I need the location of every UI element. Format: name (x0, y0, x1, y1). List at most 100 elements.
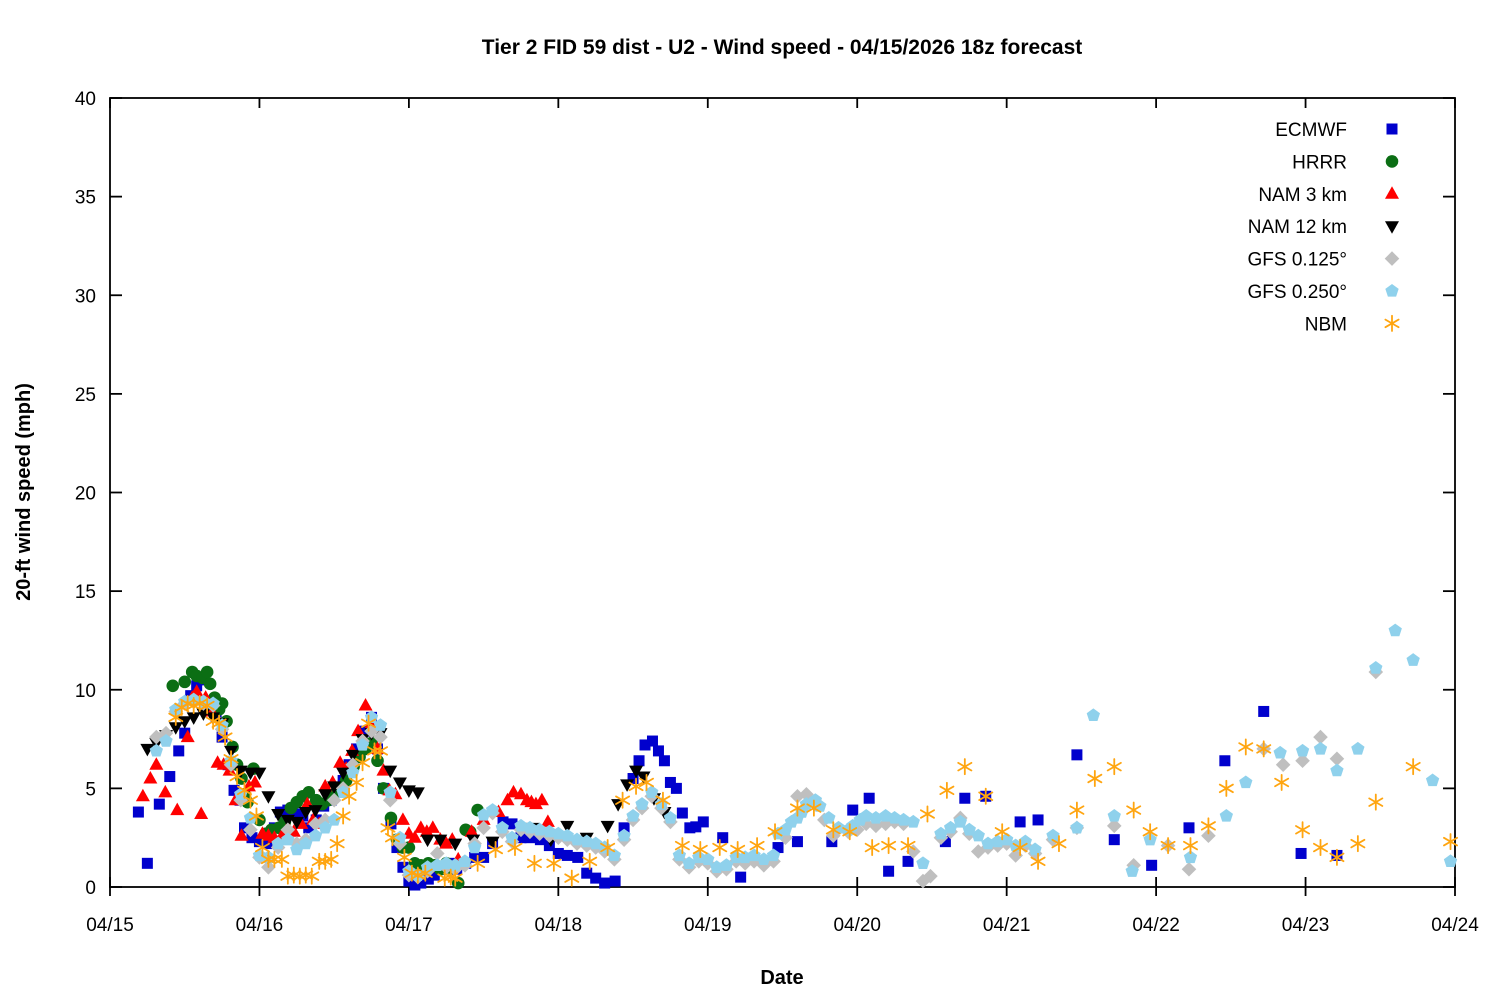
nam-12-km-point (383, 765, 398, 779)
nbm-point (1012, 839, 1028, 857)
gfs-0-125-marker-icon (1384, 251, 1400, 266)
ecmwf-point (478, 851, 490, 863)
nam-12-km-marker-icon (1385, 221, 1399, 234)
ecmwf-point (179, 727, 191, 739)
gfs-0-125-point (778, 830, 793, 845)
gfs-0-250-point (962, 822, 976, 836)
nbm-point (1218, 779, 1234, 797)
ecmwf-point (469, 851, 481, 863)
ecmwf-point (246, 832, 258, 844)
legend-entry-nam-12-km: NAM 12 km (1248, 217, 1399, 238)
nam-3-km-point (528, 796, 543, 810)
gfs-0-125-point (149, 729, 164, 745)
gfs-0-125-point (373, 729, 388, 745)
gfs-0-250-point (822, 810, 836, 824)
hrrr-point (371, 754, 384, 768)
nam-3-km-point (170, 802, 185, 816)
gfs-0-250-point (1388, 623, 1402, 637)
gfs-0-250-point (916, 856, 930, 869)
gfs-0-250-point (1443, 854, 1458, 868)
ecmwf-point (652, 745, 664, 757)
gfs-0-125-point (923, 868, 938, 884)
nam-3-km-point (407, 830, 422, 843)
series-nbm (168, 695, 1458, 887)
gfs-0-125-point (280, 822, 296, 838)
nbm-point (582, 852, 598, 870)
gfs-0-250-point (355, 737, 370, 751)
nbm-point (1274, 773, 1290, 791)
nam-12-km-point (177, 716, 192, 729)
nbm-point (311, 852, 327, 870)
nbm-point (1200, 817, 1216, 835)
nbm-point (1069, 801, 1085, 819)
y-tick-label: 5 (85, 779, 96, 800)
nbm-point (260, 850, 276, 868)
gfs-0-250-point (1028, 842, 1042, 856)
nam-12-km-point (140, 743, 155, 757)
ecmwf-point (664, 776, 676, 788)
gfs-0-250-point (1295, 743, 1310, 757)
gfs-0-250-point (663, 810, 678, 824)
x-tick-label: 04/21 (983, 915, 1031, 936)
gfs-0-125-point (1295, 753, 1310, 769)
ecmwf-point (239, 822, 250, 834)
gfs-0-125-point (1329, 751, 1345, 767)
gfs-0-125-point (1313, 729, 1328, 745)
nam-12-km-point (318, 789, 333, 802)
y-tick-label: 0 (85, 878, 96, 899)
nbm-marker-icon (1384, 314, 1400, 332)
nbm-point (199, 697, 215, 715)
gfs-0-250-point (682, 856, 696, 869)
chart-title: Tier 2 FID 59 dist - U2 - Wind speed - 0… (482, 36, 1083, 59)
gfs-0-125-point (308, 816, 323, 832)
nbm-point (712, 839, 728, 857)
gfs-0-250-point (906, 814, 920, 828)
gfs-0-250-point (523, 820, 537, 834)
ecmwf-point (409, 879, 421, 891)
nam-12-km-point (243, 767, 258, 781)
ecmwf-point (826, 836, 838, 848)
gfs-0-125-point (364, 723, 379, 739)
nam-12-km-point (186, 712, 201, 725)
ecmwf-point (289, 808, 301, 820)
y-tick-label: 10 (75, 681, 96, 702)
nbm-point (192, 695, 208, 713)
gfs-0-250-point (448, 858, 462, 871)
nbm-point (692, 841, 708, 859)
ecmwf-point (132, 806, 144, 818)
nbm-point (628, 777, 644, 795)
x-tick-label: 04/15 (86, 915, 134, 936)
nbm-point (615, 791, 631, 809)
gfs-0-250-point (1183, 850, 1198, 864)
ecmwf-point (216, 731, 228, 743)
nbm-point (655, 791, 671, 809)
nbm-point (957, 758, 973, 776)
ecmwf-point (939, 836, 951, 848)
gfs-0-250-point (308, 828, 323, 842)
ecmwf-point (791, 836, 803, 848)
legend-entry-ecmwf: ECMWF (1275, 120, 1398, 141)
gfs-0-250-point (383, 785, 397, 798)
nbm-point (248, 807, 264, 825)
legend: ECMWF HRRR NAM 3 km NAM 12 km GFS 0.125° GFS … (1248, 120, 1400, 335)
gfs-0-250-point (971, 828, 985, 842)
gfs-0-250-point (1000, 832, 1014, 846)
ecmwf-point (690, 821, 702, 833)
legend-label-hrrr: HRRR (1292, 152, 1347, 173)
ecmwf-point (561, 849, 573, 861)
ecmwf-point (1032, 814, 1044, 826)
nbm-point (223, 750, 239, 768)
gfs-0-125-point (790, 788, 805, 804)
ecmwf-point (639, 739, 651, 751)
gfs-0-250-point (495, 820, 509, 834)
nam-3-km-point (534, 792, 549, 806)
y-tick-label: 40 (75, 89, 96, 110)
ecmwf-point (303, 822, 315, 834)
nam-3-km-point (351, 723, 366, 737)
nbm-point (789, 799, 805, 817)
ecmwf-point (297, 810, 309, 822)
nam-12-km-point (420, 834, 435, 848)
gfs-0-250-point (159, 734, 173, 747)
legend-label-nam-3-km: NAM 3 km (1258, 185, 1347, 206)
data-points-layer (132, 623, 1458, 891)
